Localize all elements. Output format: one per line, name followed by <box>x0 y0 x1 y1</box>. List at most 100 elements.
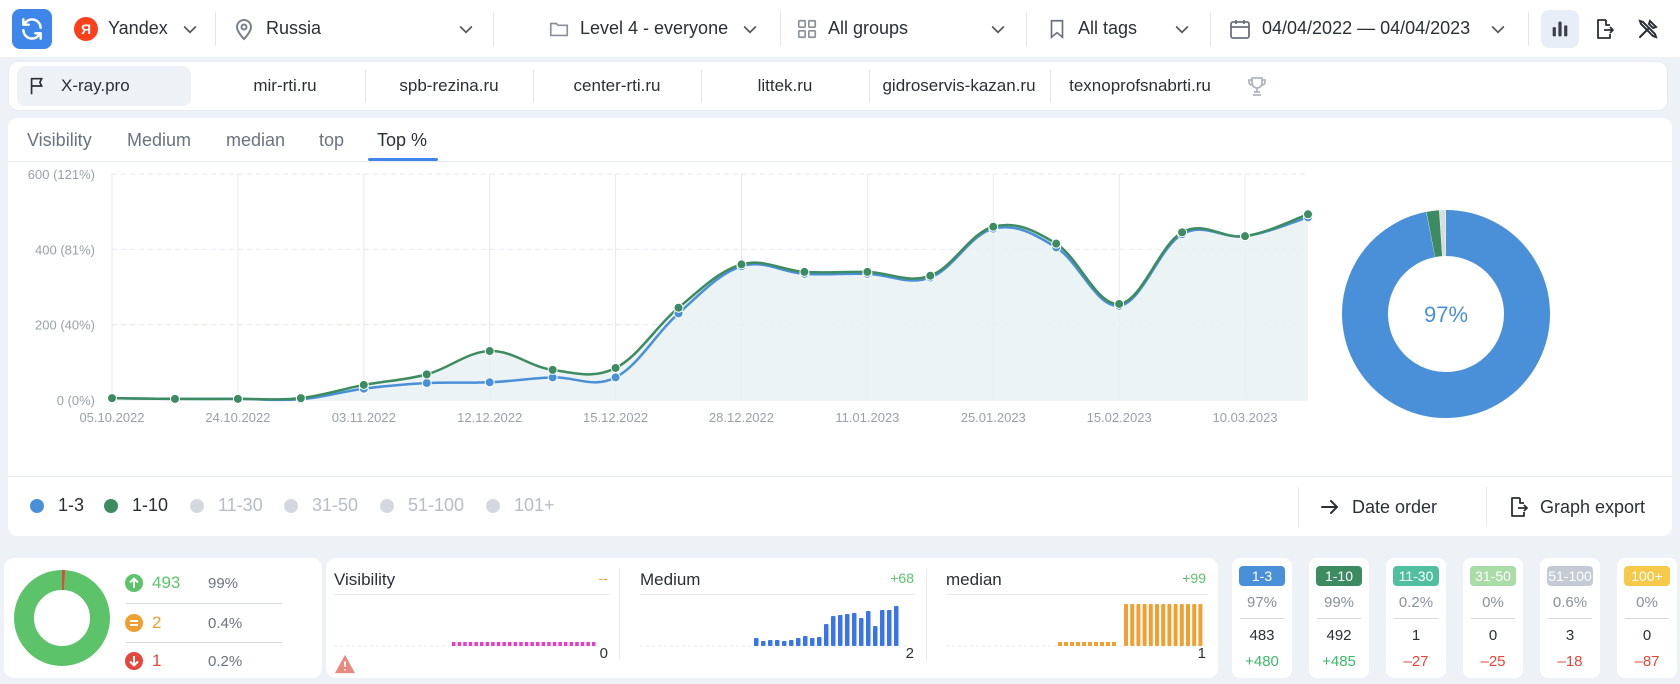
domain-tab-littek[interactable]: littek.ru <box>701 66 869 106</box>
graph-export-button[interactable]: Graph export <box>1506 487 1645 527</box>
level-select[interactable]: Level 4 - everyone <box>548 0 768 57</box>
data-point[interactable] <box>548 365 557 374</box>
data-point[interactable] <box>926 271 935 280</box>
range-badge: 31-50 <box>1470 566 1516 586</box>
settings-tools-button[interactable] <box>1629 10 1667 48</box>
range-card-31-50[interactable]: 31-50 0% 0 –25 <box>1463 558 1523 678</box>
x-tick-label: 25.01.2023 <box>961 410 1026 425</box>
arrow-up-circle-icon <box>124 573 144 593</box>
range-card-100-plus[interactable]: 100+ 0% 0 –87 <box>1617 558 1677 678</box>
tools-icon <box>1636 17 1660 41</box>
data-point[interactable] <box>989 222 998 231</box>
sparkline-bar <box>463 642 467 646</box>
refresh-button[interactable] <box>12 9 52 49</box>
domain-tabs: X-ray.pro mir-rti.ru spb-rezina.ru cente… <box>8 61 1668 111</box>
tab-medium[interactable]: Medium <box>127 130 191 151</box>
data-point[interactable] <box>422 370 431 379</box>
tags-select[interactable]: All tags <box>1046 0 1206 57</box>
sparkline-bar <box>1192 604 1196 646</box>
sparkline-bar <box>1198 604 1202 646</box>
tab-visibility[interactable]: Visibility <box>27 130 92 151</box>
y-tick-label: 400 (81%) <box>35 242 95 257</box>
sparkline-bar <box>754 638 759 646</box>
x-tick-label: 15.12.2022 <box>583 410 648 425</box>
data-point[interactable] <box>800 267 809 276</box>
calendar-icon <box>1228 17 1252 41</box>
sparkline-bar <box>880 610 885 646</box>
data-point[interactable] <box>485 378 494 387</box>
data-point[interactable] <box>170 394 179 403</box>
mini-metric-medium[interactable]: Medium +68 2 <box>632 558 924 670</box>
legend-item-1-3[interactable]: 1-3 <box>30 495 84 516</box>
sparkline-bar <box>859 618 864 646</box>
sparkline-bar <box>1106 642 1110 646</box>
sparkline-bar <box>558 642 562 646</box>
range-count: 492 <box>1309 627 1369 644</box>
sparkline-bar <box>1058 642 1062 646</box>
domain-tab-center-rti[interactable]: center-rti.ru <box>533 66 701 106</box>
search-engine-select[interactable]: Я Yandex <box>74 0 214 57</box>
positions-down-count: 1 <box>152 651 208 671</box>
mini-metric-median[interactable]: median +99 1 <box>938 558 1216 670</box>
data-point[interactable] <box>233 394 242 403</box>
range-card-51-100[interactable]: 51-100 0.6% 3 –18 <box>1540 558 1600 678</box>
domain-tab-texnoprofsnabrti[interactable]: texnoprofsnabrti.ru <box>1050 66 1230 106</box>
date-order-button[interactable]: Date order <box>1318 487 1437 527</box>
data-point[interactable] <box>1115 299 1124 308</box>
domain-label: littek.ru <box>758 76 813 96</box>
export-button[interactable] <box>1585 10 1623 48</box>
tab-median[interactable]: median <box>226 130 285 151</box>
data-point[interactable] <box>485 347 494 356</box>
data-point[interactable] <box>1178 228 1187 237</box>
region-label: Russia <box>266 18 321 39</box>
range-card-1-3[interactable]: 1-3 97% 483 +480 <box>1232 558 1292 678</box>
data-point[interactable] <box>611 373 620 382</box>
range-percent: 0% <box>1617 594 1677 614</box>
chevron-down-icon <box>1172 19 1192 39</box>
legend-label: 51-100 <box>408 495 464 516</box>
arrow-down-circle-icon <box>124 651 144 671</box>
sparkline-bar <box>1076 642 1080 646</box>
sparkline-bar <box>519 642 523 646</box>
tab-top-percent[interactable]: Top % <box>377 130 427 151</box>
data-point[interactable] <box>422 379 431 388</box>
sparkline-bar <box>887 610 892 646</box>
domain-tab-x-ray[interactable]: X-ray.pro <box>17 66 191 106</box>
legend-item-1-10[interactable]: 1-10 <box>104 495 168 516</box>
data-point[interactable] <box>611 363 620 372</box>
range-card-1-10[interactable]: 1-10 99% 492 +485 <box>1309 558 1369 678</box>
data-point[interactable] <box>1304 210 1313 219</box>
data-point[interactable] <box>674 303 683 312</box>
data-point[interactable] <box>108 394 117 403</box>
legend-item-31-50[interactable]: 31-50 <box>284 495 358 516</box>
domain-tab-spb-rezina[interactable]: spb-rezina.ru <box>365 66 533 106</box>
data-point[interactable] <box>863 267 872 276</box>
legend-item-51-100[interactable]: 51-100 <box>380 495 464 516</box>
data-point[interactable] <box>296 394 305 403</box>
grid-icon <box>796 18 818 40</box>
legend-label: 101+ <box>514 495 555 516</box>
sparkline-bar <box>775 640 780 646</box>
domain-label: texnoprofsnabrti.ru <box>1069 76 1211 96</box>
data-point[interactable] <box>359 380 368 389</box>
trophy-button[interactable] <box>1235 66 1279 106</box>
mini-sparkline <box>946 602 1206 652</box>
legend-item-101-plus[interactable]: 101+ <box>486 495 555 516</box>
sparkline-bar <box>1100 642 1104 646</box>
region-select[interactable]: Russia <box>232 0 492 57</box>
date-range-select[interactable]: 04/04/2022 — 04/04/2023 <box>1228 0 1518 57</box>
range-card-11-30[interactable]: 11-30 0.2% 1 –27 <box>1386 558 1446 678</box>
domain-tab-mir-rti[interactable]: mir-rti.ru <box>205 66 365 106</box>
data-point[interactable] <box>1052 239 1061 248</box>
legend-item-11-30[interactable]: 11-30 <box>190 495 263 516</box>
sparkline-bar <box>502 642 506 646</box>
data-point[interactable] <box>1241 232 1250 241</box>
equal-circle-icon <box>124 613 144 633</box>
data-point[interactable] <box>737 260 746 269</box>
groups-select[interactable]: All groups <box>796 0 1016 57</box>
tab-top[interactable]: top <box>319 130 344 151</box>
chart-view-button[interactable] <box>1541 10 1579 48</box>
range-percent: 0% <box>1463 594 1523 614</box>
mini-metric-visibility[interactable]: Visibility -- 0 <box>326 558 618 670</box>
domain-tab-gidroservis[interactable]: gidroservis-kazan.ru <box>869 66 1049 106</box>
